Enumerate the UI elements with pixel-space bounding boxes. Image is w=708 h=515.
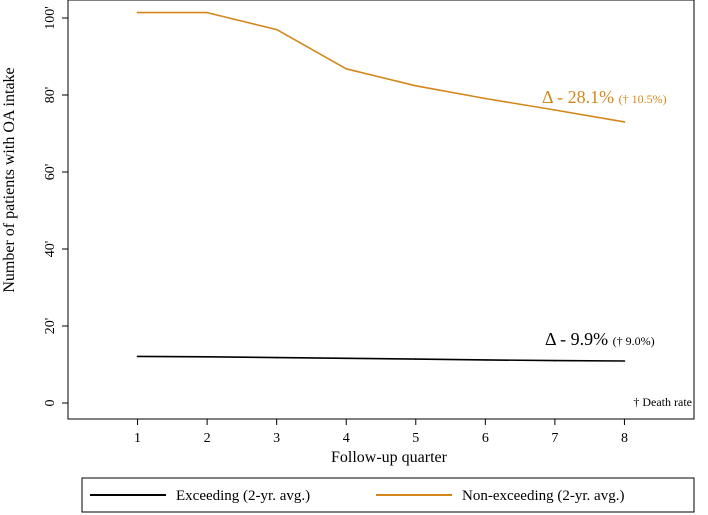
plot-area xyxy=(67,0,695,420)
delta-annotation-exceeding: Δ - 9.9% († 9.0%) xyxy=(545,329,655,349)
x-tick-label: 7 xyxy=(551,431,558,446)
y-tick-label: 20' xyxy=(43,318,58,335)
annotations: Δ - 9.9% († 9.0%) Δ - 28.1% († 10.5%) xyxy=(542,87,667,349)
delta-value-exceeding: Δ - 9.9% xyxy=(545,329,613,349)
data-point-exceeding xyxy=(554,359,556,362)
data-point-non-exceeding xyxy=(484,97,487,100)
y-tick-label: 0 xyxy=(43,400,58,407)
y-axis-title: Number of patients with OA intake xyxy=(1,67,18,292)
x-tick-label: 1 xyxy=(134,431,141,446)
x-axis: 1 2 3 4 5 6 7 8 xyxy=(134,419,628,446)
series-layer xyxy=(136,11,626,362)
x-tick-label: 8 xyxy=(621,431,628,446)
legend: Exceeding (2-yr. avg.) Non-exceeding (2-… xyxy=(81,477,695,513)
death-rate-footnote: † Death rate xyxy=(633,395,692,409)
series-line-non-exceeding xyxy=(137,11,625,123)
legend-label-exceeding: Exceeding (2-yr. avg.) xyxy=(176,488,310,504)
x-axis-title: Follow-up quarter xyxy=(331,449,448,466)
data-point-exceeding xyxy=(345,357,348,360)
death-rate-value-exceeding: († 9.0%) xyxy=(613,334,655,348)
y-tick-label: 80' xyxy=(43,87,58,104)
data-point-non-exceeding xyxy=(136,11,139,14)
data-point-exceeding xyxy=(206,356,208,358)
x-tick-label: 3 xyxy=(273,431,280,446)
data-point-non-exceeding xyxy=(554,109,556,111)
series-line-exceeding xyxy=(137,355,625,362)
y-tick-label: 60' xyxy=(43,164,58,181)
delta-value-non-exceeding: Δ - 28.1% xyxy=(542,87,619,107)
data-point-exceeding xyxy=(484,359,487,361)
data-point-exceeding xyxy=(275,356,278,359)
x-tick-label: 5 xyxy=(412,431,419,446)
data-point-exceeding xyxy=(623,360,626,362)
x-tick-label: 2 xyxy=(204,431,211,446)
data-point-exceeding xyxy=(414,358,417,360)
data-point-non-exceeding xyxy=(345,68,348,70)
legend-label-non-exceeding: Non-exceeding (2-yr. avg.) xyxy=(462,488,624,504)
death-rate-value-non-exceeding: († 10.5%) xyxy=(619,92,667,106)
x-tick-label: 6 xyxy=(482,431,489,446)
x-tick-label: 4 xyxy=(343,431,350,446)
data-point-exceeding xyxy=(136,355,139,358)
data-point-non-exceeding xyxy=(275,28,278,31)
plot-border xyxy=(67,0,695,420)
y-axis: 0 20' 40' 60' 80' 100' xyxy=(43,6,68,407)
y-tick-label: 40' xyxy=(43,241,58,258)
y-tick-label: 100' xyxy=(43,6,58,30)
data-point-non-exceeding xyxy=(206,11,208,14)
data-point-non-exceeding xyxy=(623,121,626,123)
delta-annotation-non-exceeding: Δ - 28.1% († 10.5%) xyxy=(542,87,667,107)
data-point-non-exceeding xyxy=(414,84,417,87)
